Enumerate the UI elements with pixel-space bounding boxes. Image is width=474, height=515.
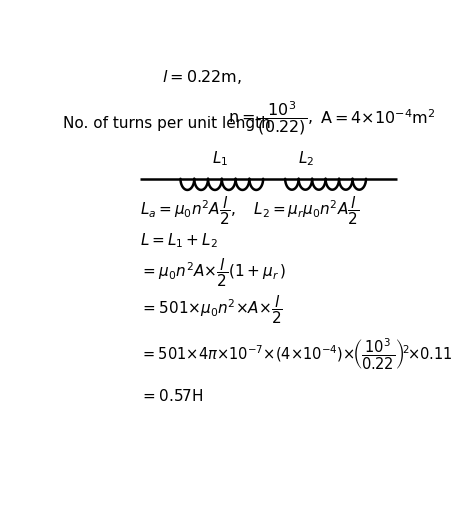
- Text: No. of turns per unit length: No. of turns per unit length: [63, 116, 271, 131]
- Text: $= 501{\times}\mu_0 n^2{\times} A{\times}\dfrac{l}{2}$: $= 501{\times}\mu_0 n^2{\times} A{\times…: [140, 294, 283, 327]
- Text: $L_1$: $L_1$: [212, 149, 228, 168]
- Text: $= 501{\times}4\pi{\times}10^{-7}{\times}(4{\times}10^{-4}){\times}\!\left(\dfra: $= 501{\times}4\pi{\times}10^{-7}{\times…: [140, 337, 453, 372]
- Text: $L =L_1 +L_2$: $L =L_1 +L_2$: [140, 232, 218, 250]
- Text: $= 0.57\mathrm{H}$: $= 0.57\mathrm{H}$: [140, 388, 203, 404]
- Text: $\mathrm{n} = \dfrac{10^3}{(0.22)},$: $\mathrm{n} = \dfrac{10^3}{(0.22)},$: [228, 99, 313, 137]
- Text: $\mathrm{A} = 4{\times}10^{-4}\mathrm{m}^2$: $\mathrm{A} = 4{\times}10^{-4}\mathrm{m}…: [320, 109, 436, 127]
- Text: $L_a = \mu_0 n^2 A\dfrac{l}{2},\quad L_2 = \mu_r\mu_0 n^2 A\dfrac{l}{2}$: $L_a = \mu_0 n^2 A\dfrac{l}{2},\quad L_2…: [140, 194, 359, 227]
- Text: $l = 0.22$m,: $l = 0.22$m,: [162, 68, 242, 86]
- Text: $= \mu_0 n^2 A{\times}\dfrac{l}{2}(1+\mu_r\,)$: $= \mu_0 n^2 A{\times}\dfrac{l}{2}(1+\mu…: [140, 256, 286, 289]
- Text: $L_2$: $L_2$: [298, 149, 314, 168]
